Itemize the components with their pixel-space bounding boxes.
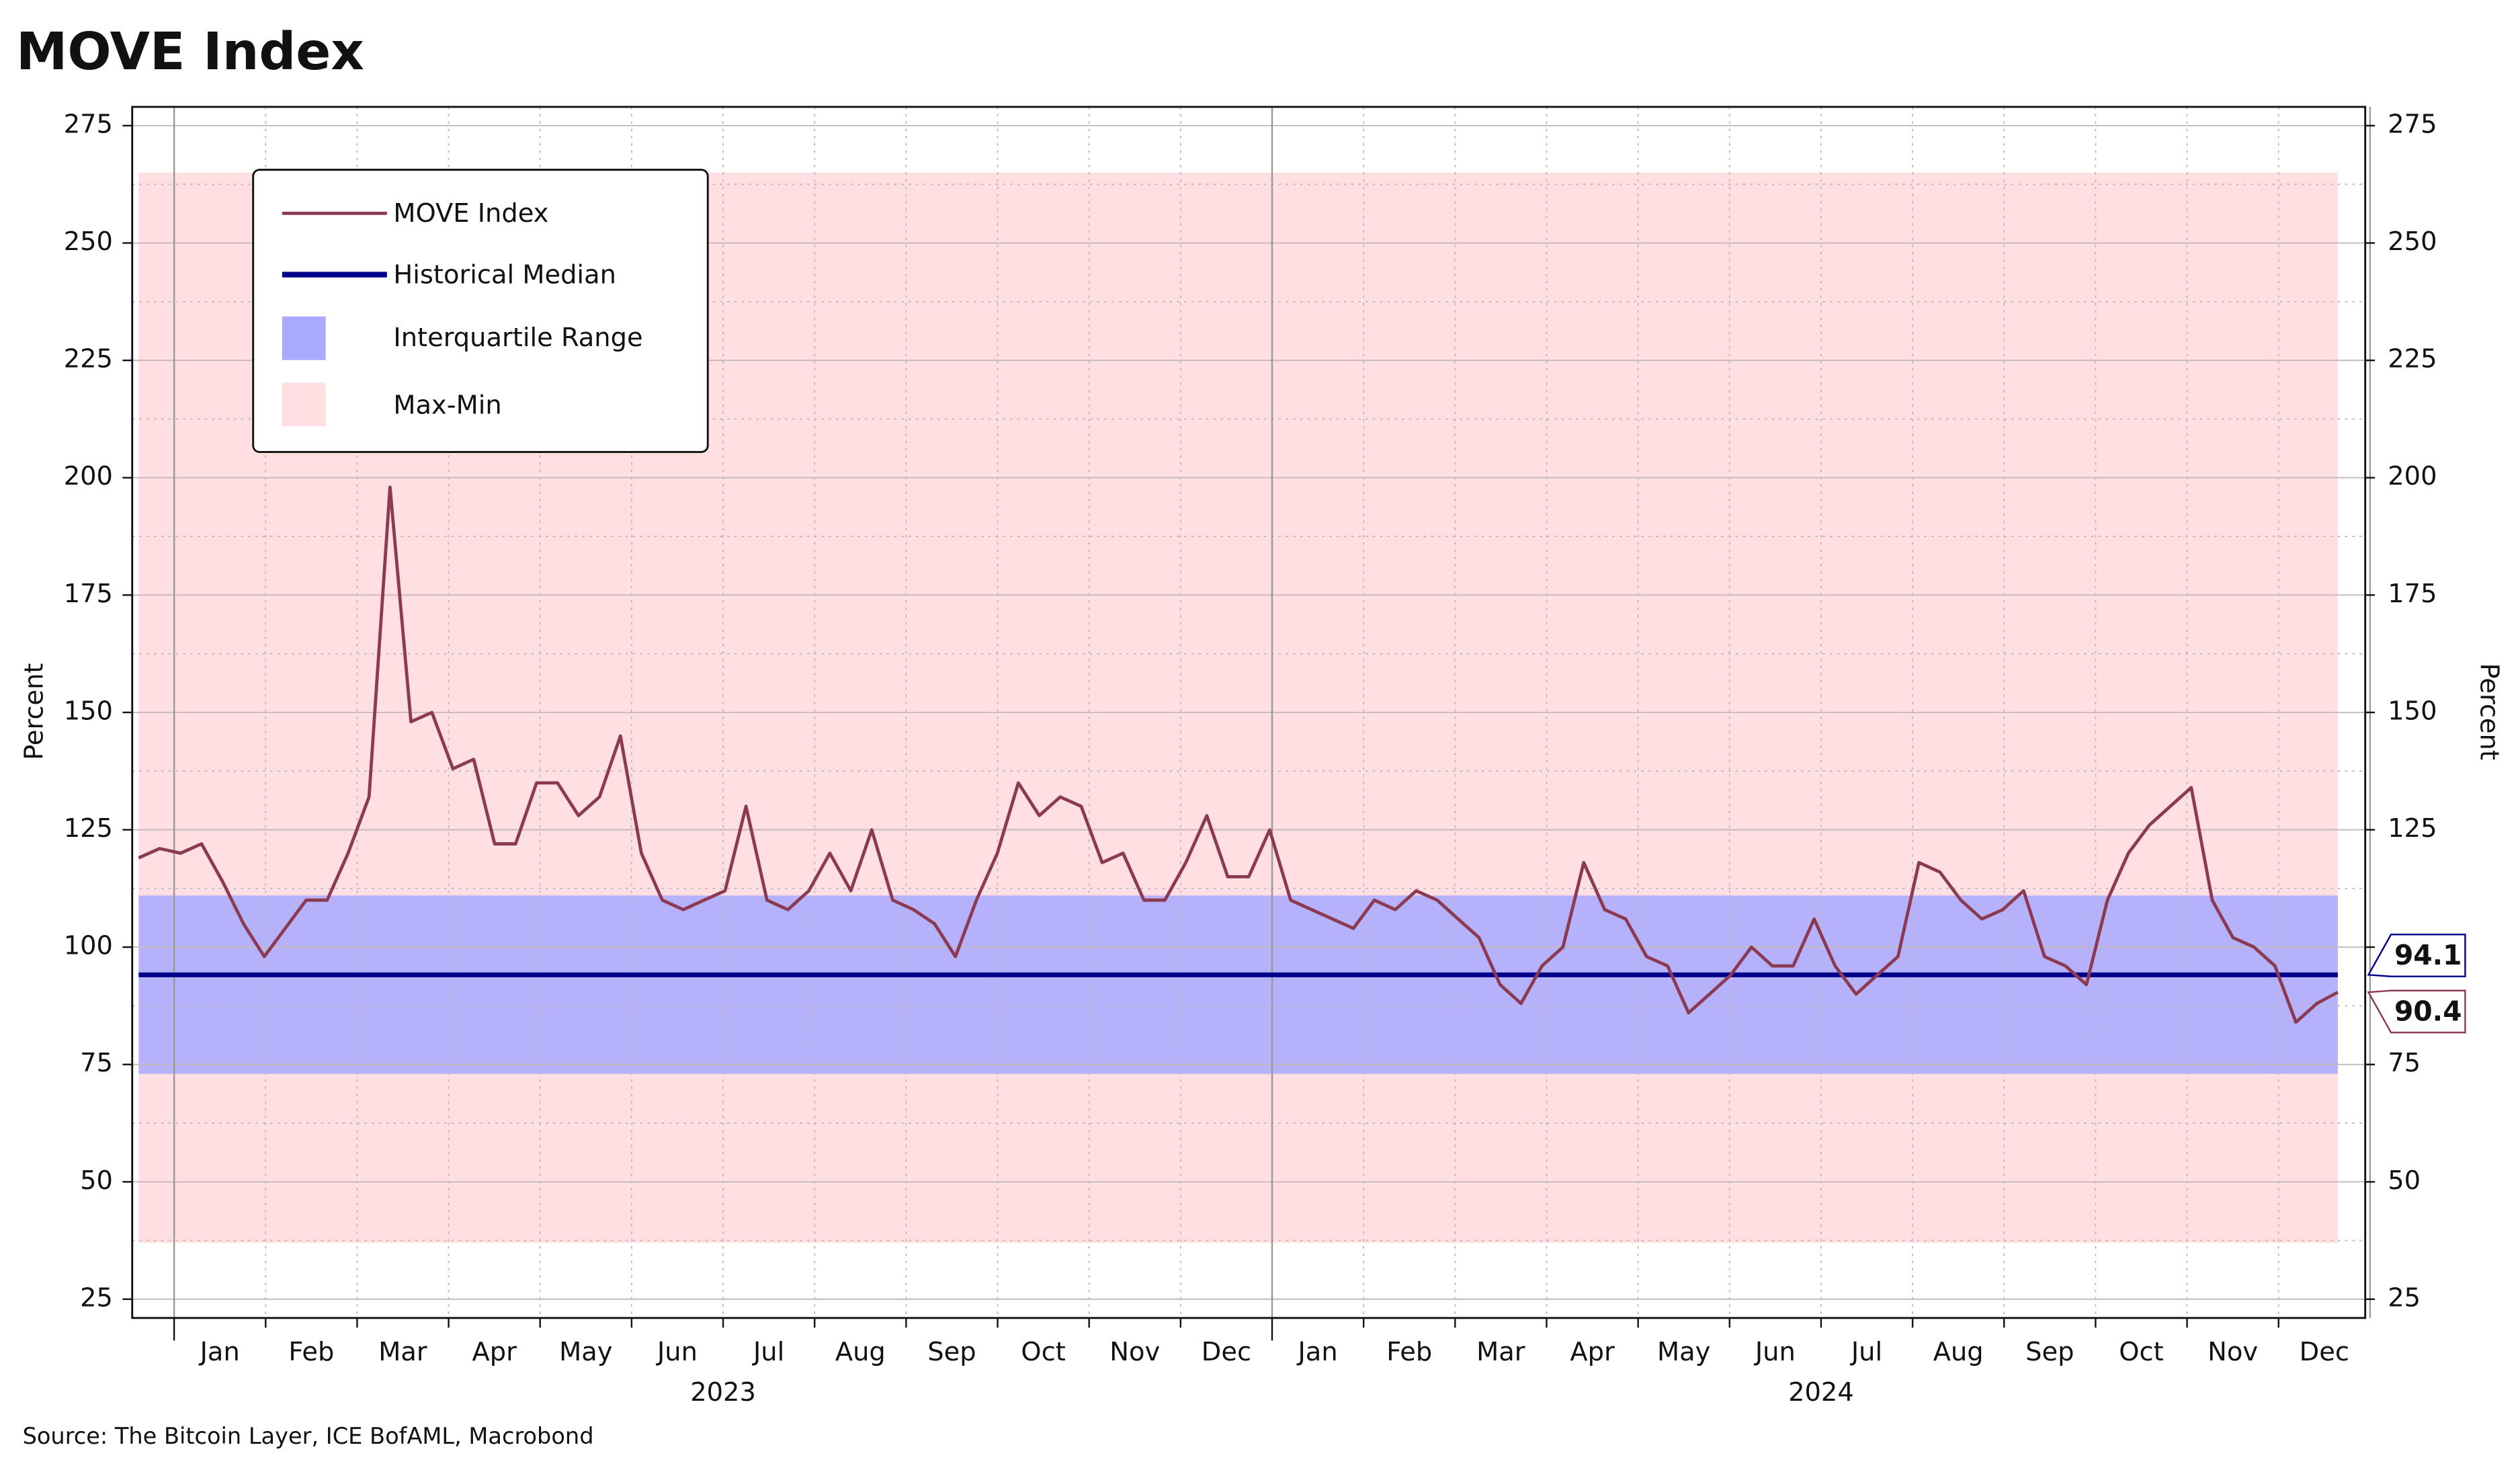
x-tick-label: Oct [1021,1337,1065,1367]
y2-axis-label: Percent [2474,663,2505,760]
source: Source: The Bitcoin Layer, ICE BofAML, M… [23,1423,594,1449]
legend-swatch [282,316,326,360]
y-tick-label: 250 [64,227,113,257]
y-tick-label: 225 [64,344,113,374]
x-tick-label: Sep [927,1337,976,1367]
line [138,485,2339,1024]
last-value-label: 90.4 [2394,995,2462,1027]
chart-title: MOVE Index [16,22,364,82]
plot-area: 2550751001251501752002252502752550751001… [64,106,2466,1407]
y-tick-label: 100 [64,931,113,961]
x-tick-label: Feb [288,1337,334,1367]
last-value-label-box [2367,989,2466,1034]
y-axis-label: Percent [19,663,49,760]
x-tick-label: Mar [1476,1337,1525,1367]
y-tick-label: 50 [80,1166,113,1196]
x-tick-label: Dec [2300,1337,2349,1367]
median-value-label: 94.1 [2394,939,2462,971]
y-tick-label: 200 [64,461,113,491]
y-tick-label: 175 [64,579,113,609]
y2-tick-label: 200 [2388,461,2437,491]
x-tick-label: Jul [752,1337,784,1367]
y2-tick-label: 275 [2388,109,2437,139]
x-tick-label: Aug [835,1337,886,1367]
y-tick-label: 75 [80,1048,113,1078]
x-tick-label: Jun [1754,1337,1796,1367]
x-tick-label: Jun [656,1337,698,1367]
y2-tick-label: 150 [2388,696,2437,726]
x-tick-label: Jul [1850,1337,1882,1367]
x-tick-label: May [1657,1337,1710,1367]
y2-tick-label: 225 [2388,344,2437,374]
legend-swatch [282,382,326,427]
legend-label: Interquartile Range [393,323,642,353]
legend-label: Max-Min [393,391,501,421]
y-tick-label: 125 [64,813,113,844]
x-tick-label: Feb [1386,1337,1432,1367]
legend-box [252,169,709,453]
y2-tick-label: 250 [2388,227,2437,257]
y-tick-label: 25 [80,1282,113,1313]
x-tick-label: Aug [1933,1337,1984,1367]
x-tick-label: Apr [1570,1337,1615,1367]
y2-tick-label: 125 [2388,813,2437,844]
x-tick-label: Jan [1296,1337,1337,1367]
legend-label: Historical Median [393,259,616,290]
x-tick-label: Nov [2208,1337,2258,1367]
legend: MOVE Index Historical Median Interquarti… [252,169,709,453]
x-tick-label: Sep [2025,1337,2074,1367]
y2-tick-label: 75 [2388,1048,2421,1078]
x-tick-label: Nov [1109,1337,1160,1367]
x-tick-label: Dec [1202,1337,1251,1367]
x-tick-label: May [559,1337,612,1367]
x-group-label: 2024 [1788,1377,1854,1407]
legend-label: MOVE Index [393,198,548,229]
x-group-label: 2023 [690,1377,756,1407]
y-tick-label: 275 [64,109,113,139]
y2-tick-label: 175 [2388,579,2437,609]
x-tick-label: Apr [472,1337,517,1367]
y-tick-label: 150 [64,696,113,726]
y2-tick-label: 50 [2388,1166,2421,1196]
x-tick-label: Oct [2119,1337,2163,1367]
y2-tick-label: 25 [2388,1282,2421,1313]
band [138,895,2338,1074]
median-value-label-box [2367,934,2466,977]
x-tick-label: Jan [199,1337,240,1367]
x-tick-label: Mar [378,1337,427,1367]
